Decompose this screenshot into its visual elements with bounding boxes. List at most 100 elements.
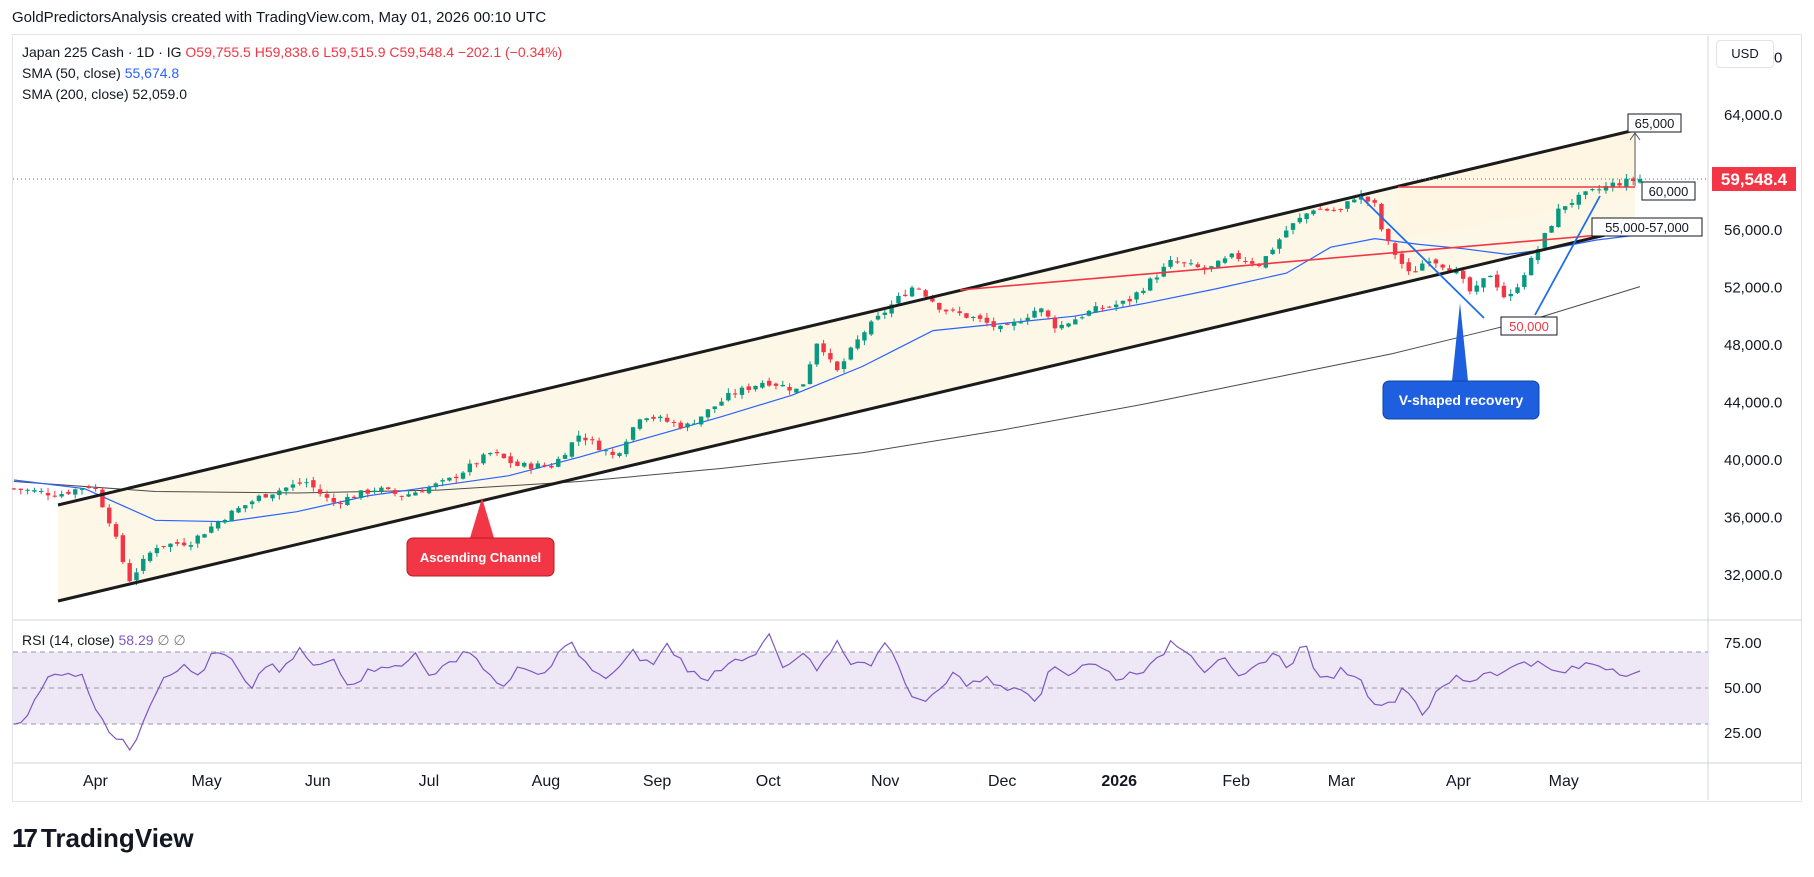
candle-body [1032, 310, 1037, 318]
candle-body [447, 477, 452, 481]
candle-body [535, 463, 541, 469]
candle-body [1488, 275, 1493, 278]
candle-body [385, 487, 391, 490]
candle-body [1250, 261, 1255, 264]
candle-body [1318, 208, 1323, 210]
candle-body [52, 495, 58, 497]
candle-body [1352, 199, 1357, 203]
sma50-legend[interactable]: SMA (50, close) 55,674.8 [22, 65, 179, 81]
candle-body [712, 406, 717, 410]
time-tick-label: May [1549, 773, 1579, 790]
candle-body [1229, 253, 1234, 258]
candle-body [617, 453, 622, 457]
candle-body [1304, 213, 1309, 220]
candle-body [671, 422, 677, 424]
sma200-legend[interactable]: SMA (200, close) 52,059.0 [22, 86, 187, 102]
high-value: H59,838.6 [254, 44, 320, 60]
candle-body [1331, 209, 1337, 211]
candle-body [1141, 290, 1146, 293]
candle-body [814, 343, 819, 365]
candle-body [1617, 183, 1622, 186]
candle-body [1549, 225, 1554, 233]
price-tick-label: 44,000.0 [1724, 394, 1782, 411]
candle-body [637, 419, 643, 429]
candle-body [372, 490, 377, 492]
candle-body [882, 312, 888, 315]
time-tick-label: Mar [1328, 773, 1356, 790]
candle-body [1039, 308, 1044, 313]
price-tick-label: 32,000.0 [1724, 567, 1782, 584]
candle-body [11, 488, 17, 490]
rsi-line [13, 632, 1641, 752]
candle-body [1100, 307, 1105, 309]
candle-body [1630, 178, 1636, 181]
candle-body [161, 546, 166, 548]
candle-body [562, 454, 568, 459]
candle-body [1596, 189, 1602, 191]
zone-55000-57000-label-box [1591, 217, 1703, 237]
candle-body [32, 490, 37, 492]
candle-body [869, 321, 874, 335]
candle-body [1365, 196, 1371, 202]
candle-body [283, 487, 289, 491]
open-value: O59,755.5 [185, 44, 251, 60]
candle-body [433, 483, 439, 488]
candle-body [1181, 262, 1187, 264]
candle-body [624, 441, 629, 455]
price-tick-label: 52,000.0 [1724, 279, 1782, 296]
candle-body [739, 387, 745, 395]
candle-body [324, 494, 330, 498]
rsi-legend[interactable]: RSI (14, close) 58.29 ∅ ∅ [22, 632, 186, 649]
candle-body [1610, 182, 1615, 188]
symbol-label[interactable]: Japan 225 Cash · 1D · IG [22, 44, 182, 60]
candle-body [1107, 306, 1112, 308]
candle-body [467, 463, 473, 473]
last-price-tag-text: 59,548.4 [1721, 170, 1788, 189]
candle-body [1338, 208, 1343, 210]
candle-body [528, 463, 534, 469]
candle-body [488, 452, 493, 455]
candle-body [1093, 306, 1098, 313]
candle-body [1508, 293, 1513, 297]
candle-body [1522, 275, 1527, 287]
time-tick-label: May [191, 773, 221, 790]
candle-body [732, 393, 738, 395]
last-price-tag [1712, 167, 1796, 192]
candle-body [59, 494, 64, 497]
low-value: L59,515.9 [323, 44, 386, 60]
candle-body [664, 417, 670, 422]
sma200-value: 52,059.0 [132, 86, 188, 102]
tradingview-footer[interactable]: 17 TradingView [12, 823, 194, 854]
candle-body [25, 489, 30, 491]
candle-body [501, 453, 507, 459]
candle-body [943, 309, 949, 312]
target-arrow-head [1629, 132, 1641, 141]
candle-body [134, 572, 139, 581]
candle-body [1215, 260, 1221, 268]
level-60000-label-box [1641, 181, 1696, 201]
candle-body [263, 494, 268, 498]
candle-body [698, 416, 704, 425]
candle-body [413, 492, 418, 496]
candle-body [1372, 200, 1377, 203]
candle-body [556, 458, 561, 467]
candle-body [1324, 208, 1330, 211]
candle-body [766, 380, 772, 386]
candle-body [1256, 264, 1262, 267]
candle-body [610, 451, 615, 455]
channel-upper-line [57, 128, 1636, 507]
v-right-line [1534, 195, 1601, 316]
candle-body [1018, 322, 1024, 324]
resistance-zone-fill [1398, 130, 1635, 240]
candle-body [392, 490, 398, 494]
currency-button[interactable]: USD [1716, 40, 1774, 68]
candle-body [692, 423, 697, 425]
candle-body [835, 361, 840, 371]
candle-body [889, 304, 894, 314]
candle-body [596, 440, 602, 451]
candle-body [195, 535, 200, 544]
level-60000-label-text: 60,000 [1649, 184, 1689, 199]
candle-body [719, 401, 724, 406]
time-tick-label: Sep [643, 773, 672, 790]
